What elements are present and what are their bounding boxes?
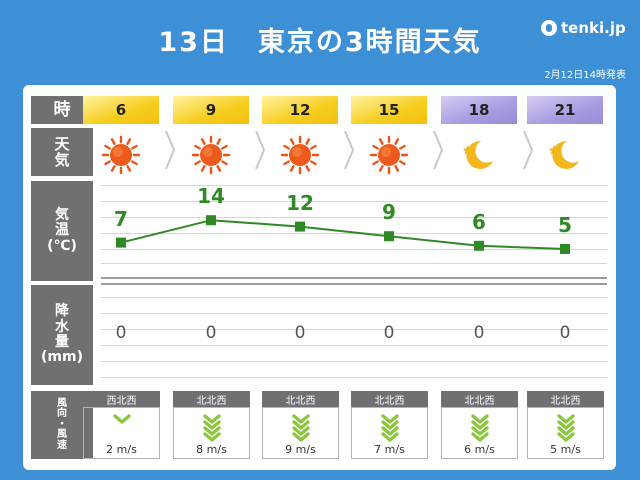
temperature-point: [295, 221, 305, 232]
grid-line: [101, 217, 607, 218]
sun-icon: [277, 132, 323, 178]
temperature-label: 5: [558, 213, 572, 237]
wind-direction: 北北西: [441, 391, 518, 407]
wind-cell: 8 m/s: [173, 407, 250, 459]
wind-cell: 9 m/s: [262, 407, 339, 459]
wind-speed: 9 m/s: [285, 443, 316, 456]
time-header-18: 18: [441, 96, 517, 124]
tenki-logo-icon: [541, 20, 557, 36]
precipitation-value: 0: [473, 323, 485, 343]
time-header-15: 15: [351, 96, 427, 124]
wind-speed: 5 m/s: [550, 443, 581, 456]
sun-icon: [98, 132, 144, 178]
time-header-9: 9: [173, 96, 249, 124]
wind-arrow-icon: [174, 412, 249, 442]
wind-direction: 北北西: [527, 391, 604, 407]
wind-cell: 2 m/s: [83, 407, 160, 459]
wind-speed: 8 m/s: [196, 443, 227, 456]
sun-icon: [366, 132, 412, 178]
wind-arrow-icon: [84, 412, 159, 442]
brand-name: tenki.jp: [561, 19, 626, 37]
moon-icon: [542, 132, 588, 178]
moon-icon: [456, 132, 502, 178]
temperature-point: [116, 237, 126, 248]
wind-speed: 7 m/s: [374, 443, 405, 456]
grid-baseline: [101, 277, 607, 279]
temperature-label: 14: [197, 184, 225, 209]
sun-icon: [188, 132, 234, 178]
temperature-label: 12: [286, 190, 314, 215]
row-label-weather: 天 気: [31, 128, 93, 176]
precipitation-value: 0: [383, 323, 395, 343]
grid-line: [101, 297, 607, 298]
wind-arrow-icon: [442, 412, 517, 442]
precipitation-value: 0: [294, 323, 306, 343]
row-label-precipitation: 降 水 量 (mm): [31, 285, 93, 385]
brand-logo: tenki.jp: [541, 19, 626, 37]
wind-speed: 2 m/s: [106, 443, 137, 456]
wind-direction: 北北西: [173, 391, 250, 407]
grid-line: [101, 361, 607, 362]
wind-cell: 6 m/s: [441, 407, 518, 459]
chevron-right-icon: [343, 129, 355, 171]
grid-line: [101, 263, 607, 264]
grid-line: [101, 329, 607, 330]
grid-line: [101, 345, 607, 346]
grid-topline: [101, 283, 607, 285]
temperature-label: 9: [382, 200, 396, 225]
grid-line: [101, 377, 607, 378]
wind-cell: 5 m/s: [527, 407, 604, 459]
time-header-21: 21: [527, 96, 603, 124]
chevron-right-icon: [522, 129, 534, 171]
grid-line: [101, 249, 607, 250]
time-header-12: 12: [262, 96, 338, 124]
temperature-label: 6: [472, 209, 486, 234]
precipitation-value: 0: [115, 323, 127, 343]
grid-line: [101, 233, 607, 234]
wind-cell: 7 m/s: [351, 407, 428, 459]
time-header-6: 6: [83, 96, 159, 124]
wind-direction: 北北西: [262, 391, 339, 407]
wind-arrow-icon: [528, 412, 603, 442]
forecast-panel: 時 天 気 気 温 (℃) 降 水 量 (mm) 風 向 ・ 風 速 6 0 西北西…: [23, 85, 616, 470]
chevron-right-icon: [164, 129, 176, 171]
row-label-wind: 風 向 ・ 風 速: [31, 391, 93, 459]
chevron-right-icon: [432, 129, 444, 171]
temperature-label: 7: [114, 206, 128, 231]
page-title: 13日 東京の3時間天気: [158, 27, 482, 58]
grid-line: [101, 185, 607, 186]
wind-direction: 西北西: [83, 391, 160, 407]
row-label-temperature: 気 温 (℃): [31, 181, 93, 281]
precipitation-value: 0: [205, 323, 217, 343]
issued-time: 2月12日14時発表: [544, 70, 626, 81]
precipitation-value: 0: [559, 323, 571, 343]
wind-arrow-icon: [263, 412, 338, 442]
wind-speed: 6 m/s: [464, 443, 495, 456]
chevron-right-icon: [254, 129, 266, 171]
wind-arrow-icon: [352, 412, 427, 442]
grid-line: [101, 313, 607, 314]
row-label-time: 時: [31, 96, 93, 124]
wind-direction: 北北西: [351, 391, 428, 407]
grid-line: [101, 201, 607, 202]
